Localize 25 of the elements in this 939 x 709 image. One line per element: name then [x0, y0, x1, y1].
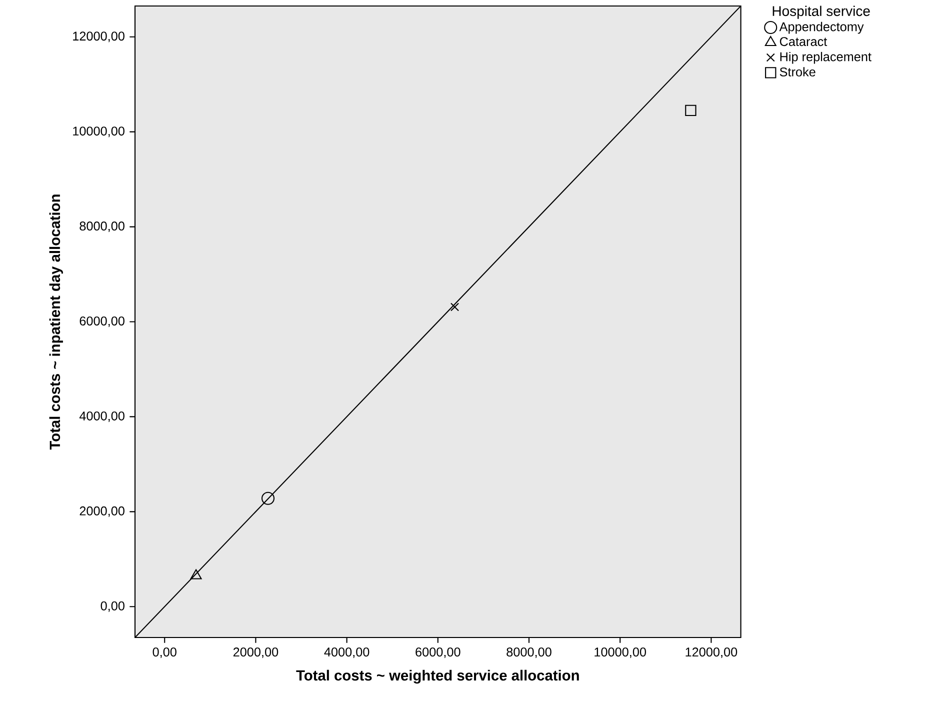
- x-axis-title: Total costs ~ weighted service allocation: [296, 670, 579, 684]
- y-tick-label: 6000,00: [80, 316, 124, 327]
- y-tick-label: 4000,00: [79, 411, 124, 422]
- y-axis-title: Total costs ~ inpatient day allocation: [49, 194, 63, 450]
- legend-label: Appendectomy: [779, 22, 864, 34]
- point: [450, 302, 460, 312]
- y-tick-label: 8000,00: [80, 222, 124, 232]
- x-tick-label: 8000,00: [506, 648, 552, 658]
- y-tick-label: 12000,00: [73, 32, 124, 42]
- y-tick-label: 2000,00: [80, 506, 124, 517]
- point: [685, 104, 696, 116]
- x-tick-label: 12000,00: [686, 648, 738, 658]
- y-tick-label: 0,00: [100, 601, 124, 612]
- y-tick-label: 10000,00: [73, 126, 124, 138]
- point: [261, 492, 275, 505]
- legend-label: Hip replacement: [780, 52, 872, 64]
- x-tick-label: 0,00: [152, 648, 176, 658]
- x-tick-label: 6000,00: [416, 648, 460, 658]
- legend-label: Cataract: [780, 37, 828, 46]
- legend-title: Hospital service: [772, 6, 870, 19]
- x-tick-label: 10000,00: [594, 648, 646, 658]
- x-tick-label: 4000,00: [324, 648, 370, 658]
- point: [190, 569, 202, 580]
- legend-label: Stroke: [780, 67, 816, 76]
- x-tick-label: 2000,00: [233, 648, 278, 658]
